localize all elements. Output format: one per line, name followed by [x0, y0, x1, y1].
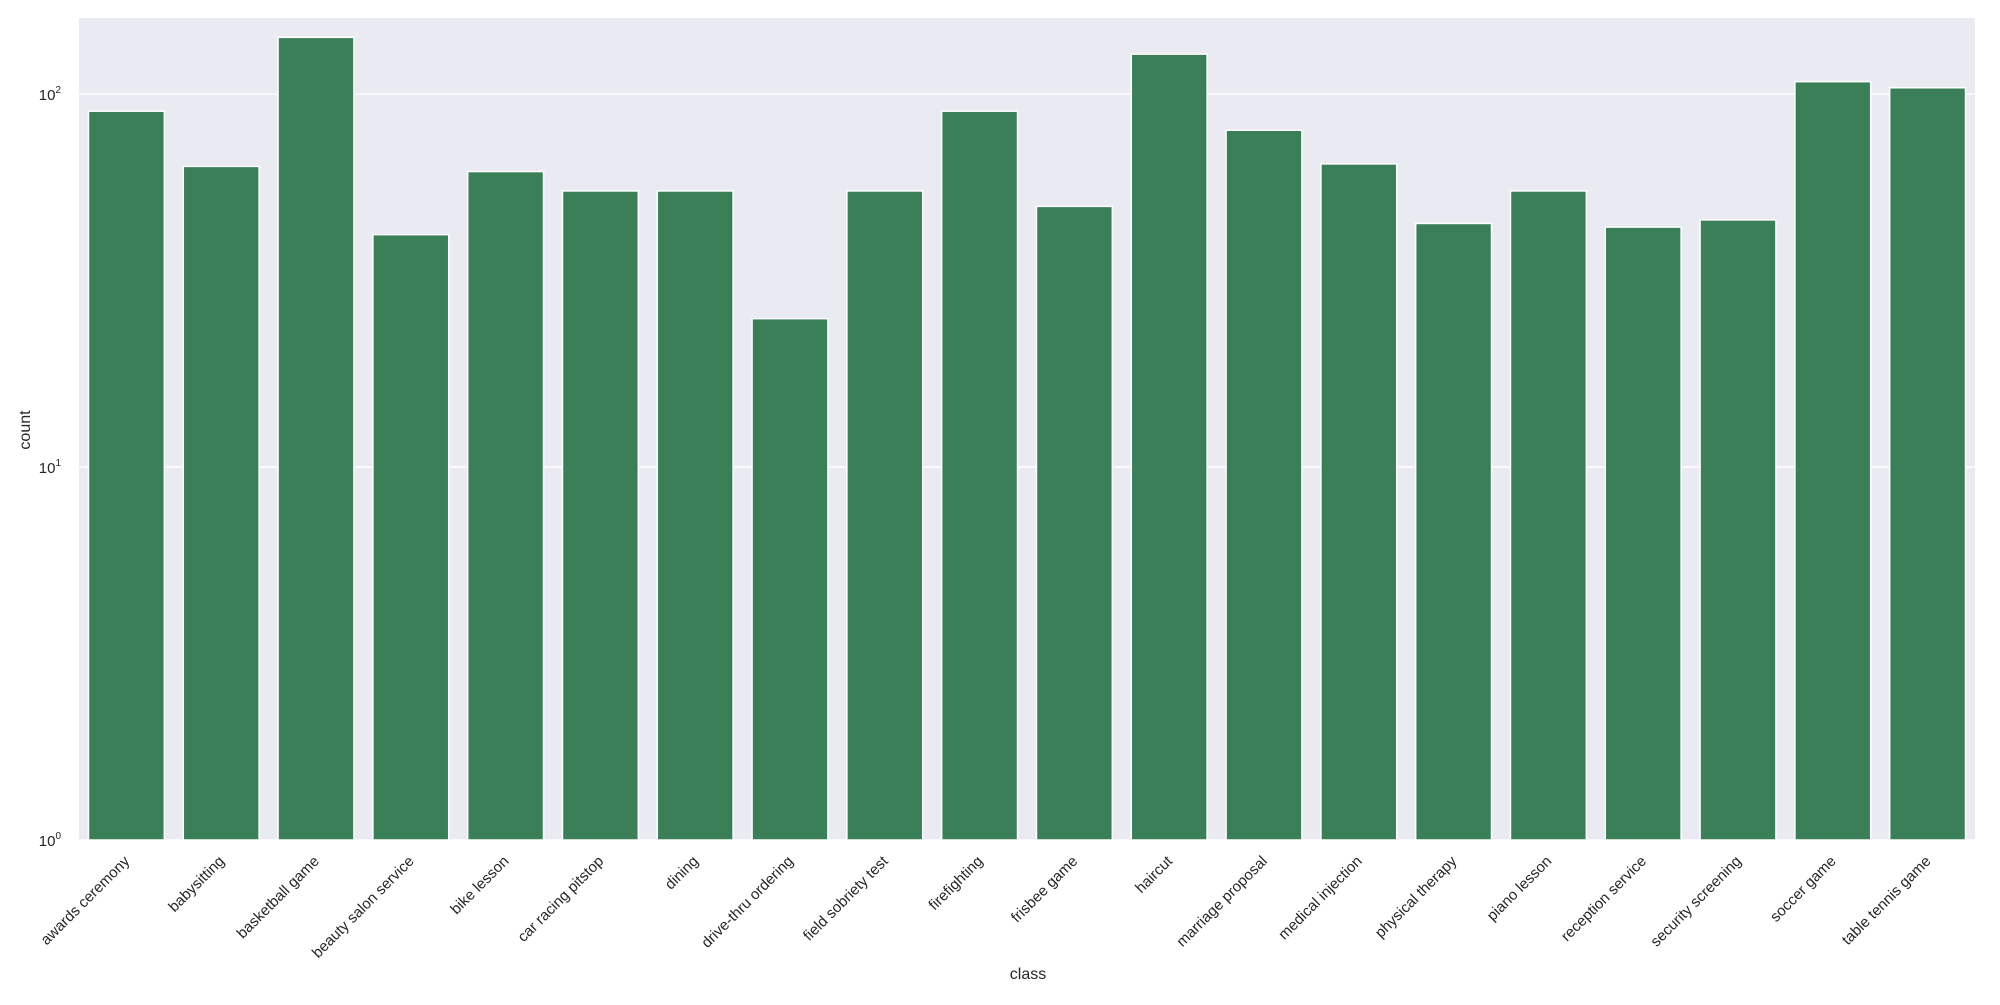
y-tick-labels: 100 101 102	[39, 85, 62, 850]
x-tick-label: medical injection	[1275, 853, 1365, 943]
x-tick-label: piano lesson	[1484, 853, 1556, 925]
bar-basketball-game	[277, 36, 355, 841]
x-tick-label: basketball game	[234, 853, 323, 942]
x-tick-label: bike lesson	[447, 853, 512, 918]
x-tick-label: field sobriety test	[800, 852, 892, 944]
y-tick-label: 101	[39, 458, 62, 477]
bar-security-screening	[1699, 219, 1777, 841]
bar-medical-injection	[1320, 163, 1398, 841]
bar-frisbee-game	[1035, 205, 1114, 841]
bars	[87, 36, 1967, 841]
plot-background	[79, 18, 1975, 840]
y-axis-label: count	[17, 410, 34, 450]
x-tick-label: frisbee game	[1008, 853, 1081, 926]
bar-dining	[656, 190, 734, 841]
x-tick-label: security screening	[1647, 853, 1745, 951]
bar-field-sobriety-test	[846, 190, 924, 841]
x-tick-label: drive-thru ordering	[698, 853, 797, 952]
x-tick-label: awards ceremony	[37, 852, 133, 948]
x-tick-label: haircut	[1132, 852, 1176, 896]
bar-awards-ceremony	[87, 110, 166, 841]
bar-soccer-game	[1794, 80, 1872, 841]
bar-firefighting	[940, 110, 1019, 841]
x-tick-label: physical therapy	[1372, 852, 1461, 941]
bar-reception-service	[1604, 226, 1682, 841]
bar-babysitting	[182, 165, 260, 841]
y-tick-label: 100	[39, 831, 62, 850]
x-tick-label: reception service	[1558, 853, 1650, 945]
y-tick-label: 102	[39, 85, 62, 104]
x-tick-label: babysitting	[165, 853, 228, 916]
bar-haircut	[1130, 53, 1208, 841]
bar-drive-thru-ordering	[751, 317, 829, 841]
bar-bike-lesson	[466, 170, 545, 841]
bar-beauty-salon-service	[372, 233, 450, 841]
x-axis-label: class	[1010, 966, 1046, 983]
x-tick-label: soccer game	[1767, 853, 1840, 926]
x-tick-label: car racing pitstop	[514, 853, 607, 946]
x-tick-label: dining	[662, 853, 702, 893]
bar-marriage-proposal	[1225, 129, 1303, 841]
bar-piano-lesson	[1509, 190, 1588, 841]
x-tick-label: marriage proposal	[1173, 853, 1271, 951]
x-tick-label: table tennis game	[1839, 853, 1935, 949]
bar-car-racing-pitstop	[561, 190, 640, 841]
bar-table-tennis-game	[1888, 87, 1967, 841]
bar-physical-therapy	[1414, 222, 1493, 841]
x-tick-label: firefighting	[925, 853, 986, 914]
x-tick-label: beauty salon service	[309, 853, 418, 962]
x-tick-labels: awards ceremony babysitting basketball gam…	[37, 852, 1934, 961]
